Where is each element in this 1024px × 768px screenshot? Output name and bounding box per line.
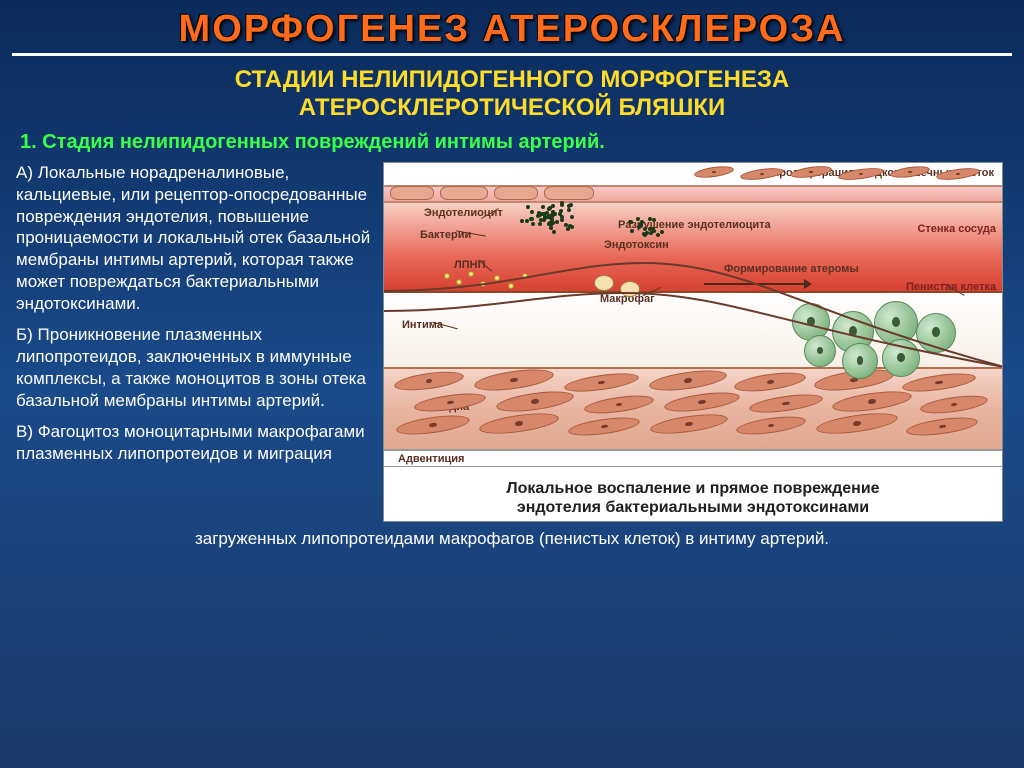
main-title: МОРФОГЕНЕЗ АТЕРОСКЛЕРОЗА [12,0,1012,56]
label-vessel-wall: Стенка сосуда [917,223,996,235]
bacteria-dot [570,225,574,229]
endothelial-cell [494,186,538,200]
diagram-column: Пролиферация гладкомышечных клеток Эндот… [383,162,1008,522]
bacteria-dot [558,212,562,216]
caption-line2: эндотелия бактериальными эндотоксинами [517,499,869,516]
endotoxin-dot [660,230,664,234]
paragraph-b: Б) Проникновение плазменных липопротеидо… [16,324,371,411]
bacteria-dot [530,217,534,221]
bacteria-dot [567,204,571,208]
stage-title: 1. Стадия нелипидогенных повреждений инт… [0,129,1024,162]
foam-cell [842,343,878,379]
paragraph-a: А) Локальные норадреналиновые, кальциевы… [16,162,371,314]
artery-diagram: Пролиферация гладкомышечных клеток Эндот… [383,162,1003,522]
subtitle-line2: АТЕРОСКЛЕРОТИЧЕСКОЙ БЛЯШКИ [299,94,725,121]
bacteria-dot [536,214,540,218]
label-intima: Интима [402,319,443,331]
bacteria-dot [551,204,555,208]
foam-cell [882,339,920,377]
endothelial-cell [544,186,594,200]
subtitle: СТАДИИ НЕЛИПИДОГЕННОГО МОРФОГЕНЕЗА АТЕРО… [0,62,1024,129]
label-endotoxin: Эндотоксин [604,239,669,251]
subtitle-line1: СТАДИИ НЕЛИПИДОГЕННОГО МОРФОГЕНЕЗА [235,66,789,93]
bacteria-dot [550,213,554,217]
endotoxin-dot [652,218,656,222]
content-area: А) Локальные норадреналиновые, кальциевы… [0,162,1024,522]
adventitia-layer [384,449,1002,467]
caption-line1: Локальное воспаление и прямое повреждени… [506,480,879,497]
endotoxin-dot [656,233,660,237]
bacteria-dot [555,220,559,224]
paragraph-c: В) Фагоцитоз моноцитарными макрофагами п… [16,421,371,465]
label-adventitia: Адвентиция [398,453,464,465]
label-atheroma: Формирование атеромы [724,263,859,275]
foam-cell [916,313,956,353]
endotoxin-dot [643,227,647,231]
endothelial-cell [440,186,488,200]
bottom-continuation: загруженных липопротеидами макрофагов (п… [0,522,1024,550]
text-column: А) Локальные норадреналиновые, кальциевы… [16,162,371,522]
atheroma-arrow [704,283,804,285]
proliferating-smc [693,164,734,179]
endothelial-cell [390,186,434,200]
foam-cell [804,335,836,367]
proliferating-smc [740,166,785,182]
diagram-caption: Локальное воспаление и прямое повреждени… [384,479,1002,517]
